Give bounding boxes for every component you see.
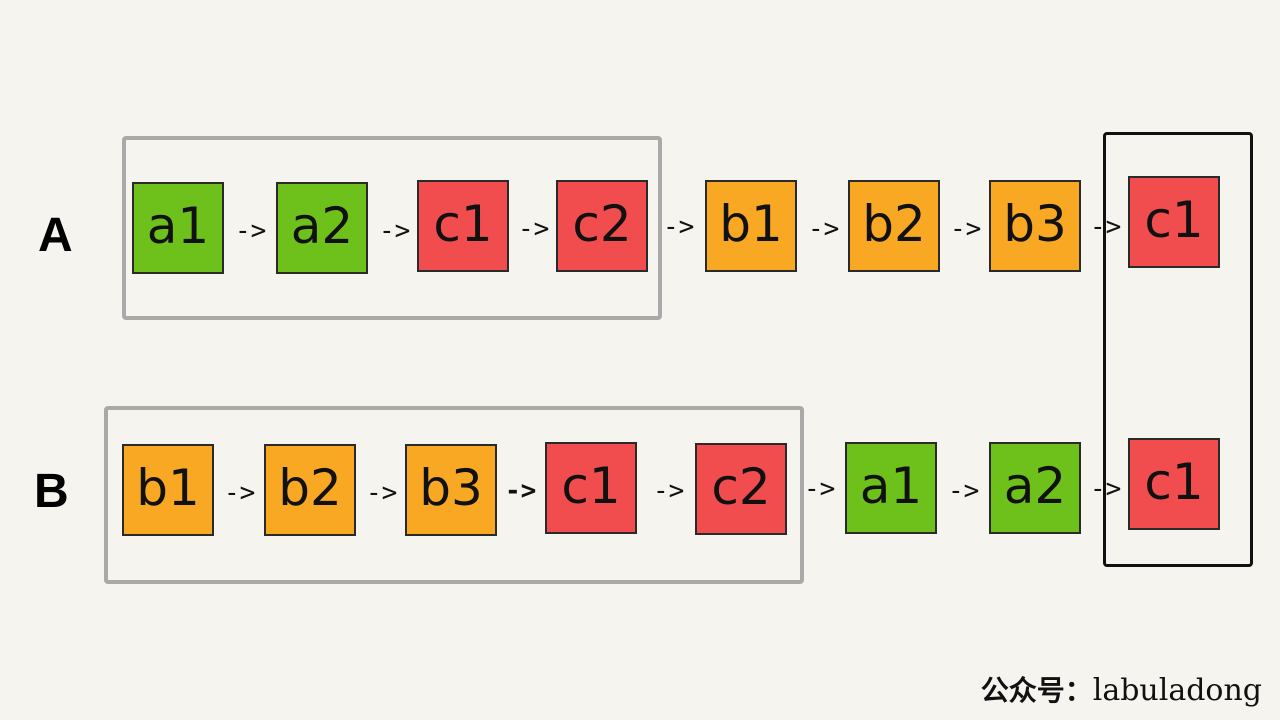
row-b-node-7: a2 <box>989 442 1081 534</box>
row-b-node-8: c1 <box>1128 438 1220 530</box>
row-b-node-1: b1 <box>122 444 214 536</box>
row-a-arrow-6: -> <box>950 214 982 244</box>
row-a-node-7: b3 <box>989 180 1081 272</box>
row-a-node-6: b2 <box>848 180 940 272</box>
row-a-node-3: c1 <box>417 180 509 272</box>
watermark-name: labuladong <box>1092 673 1262 708</box>
row-b-node-4: c1 <box>545 442 637 534</box>
row-b-arrow-3: -> <box>505 476 537 506</box>
row-b-label: B <box>34 465 69 518</box>
row-b-arrow-5: -> <box>804 474 836 504</box>
row-a-node-5: b1 <box>705 180 797 272</box>
row-b-node-5: c2 <box>695 443 787 535</box>
row-a-node-2: a2 <box>276 182 368 274</box>
row-a-arrow-3: -> <box>518 214 550 244</box>
row-a-node-1: a1 <box>132 182 224 274</box>
row-b-arrow-7: -> <box>1090 474 1122 504</box>
row-a-list-a-highlight <box>122 136 662 320</box>
row-b-node-3: b3 <box>405 444 497 536</box>
row-a-node-4: c2 <box>556 180 648 272</box>
row-b-node-2: b2 <box>264 444 356 536</box>
common-node-highlight <box>1103 132 1253 567</box>
watermark: 公众号：labuladong <box>981 676 1262 706</box>
row-a-arrow-4: -> <box>663 212 695 242</box>
row-b-arrow-6: -> <box>948 476 980 506</box>
row-a-label: A <box>38 209 73 262</box>
row-b-arrow-2: -> <box>366 478 398 508</box>
row-a-node-8: c1 <box>1128 176 1220 268</box>
row-b-arrow-1: -> <box>224 478 256 508</box>
row-b-node-6: a1 <box>845 442 937 534</box>
row-b-list-b-highlight <box>104 406 804 584</box>
row-b-arrow-4: -> <box>653 476 685 506</box>
watermark-prefix: 公众号： <box>980 674 1093 707</box>
row-a-arrow-1: -> <box>235 216 267 246</box>
row-a-arrow-7: -> <box>1090 212 1122 242</box>
row-a-arrow-2: -> <box>379 216 411 246</box>
row-a-arrow-5: -> <box>808 214 840 244</box>
